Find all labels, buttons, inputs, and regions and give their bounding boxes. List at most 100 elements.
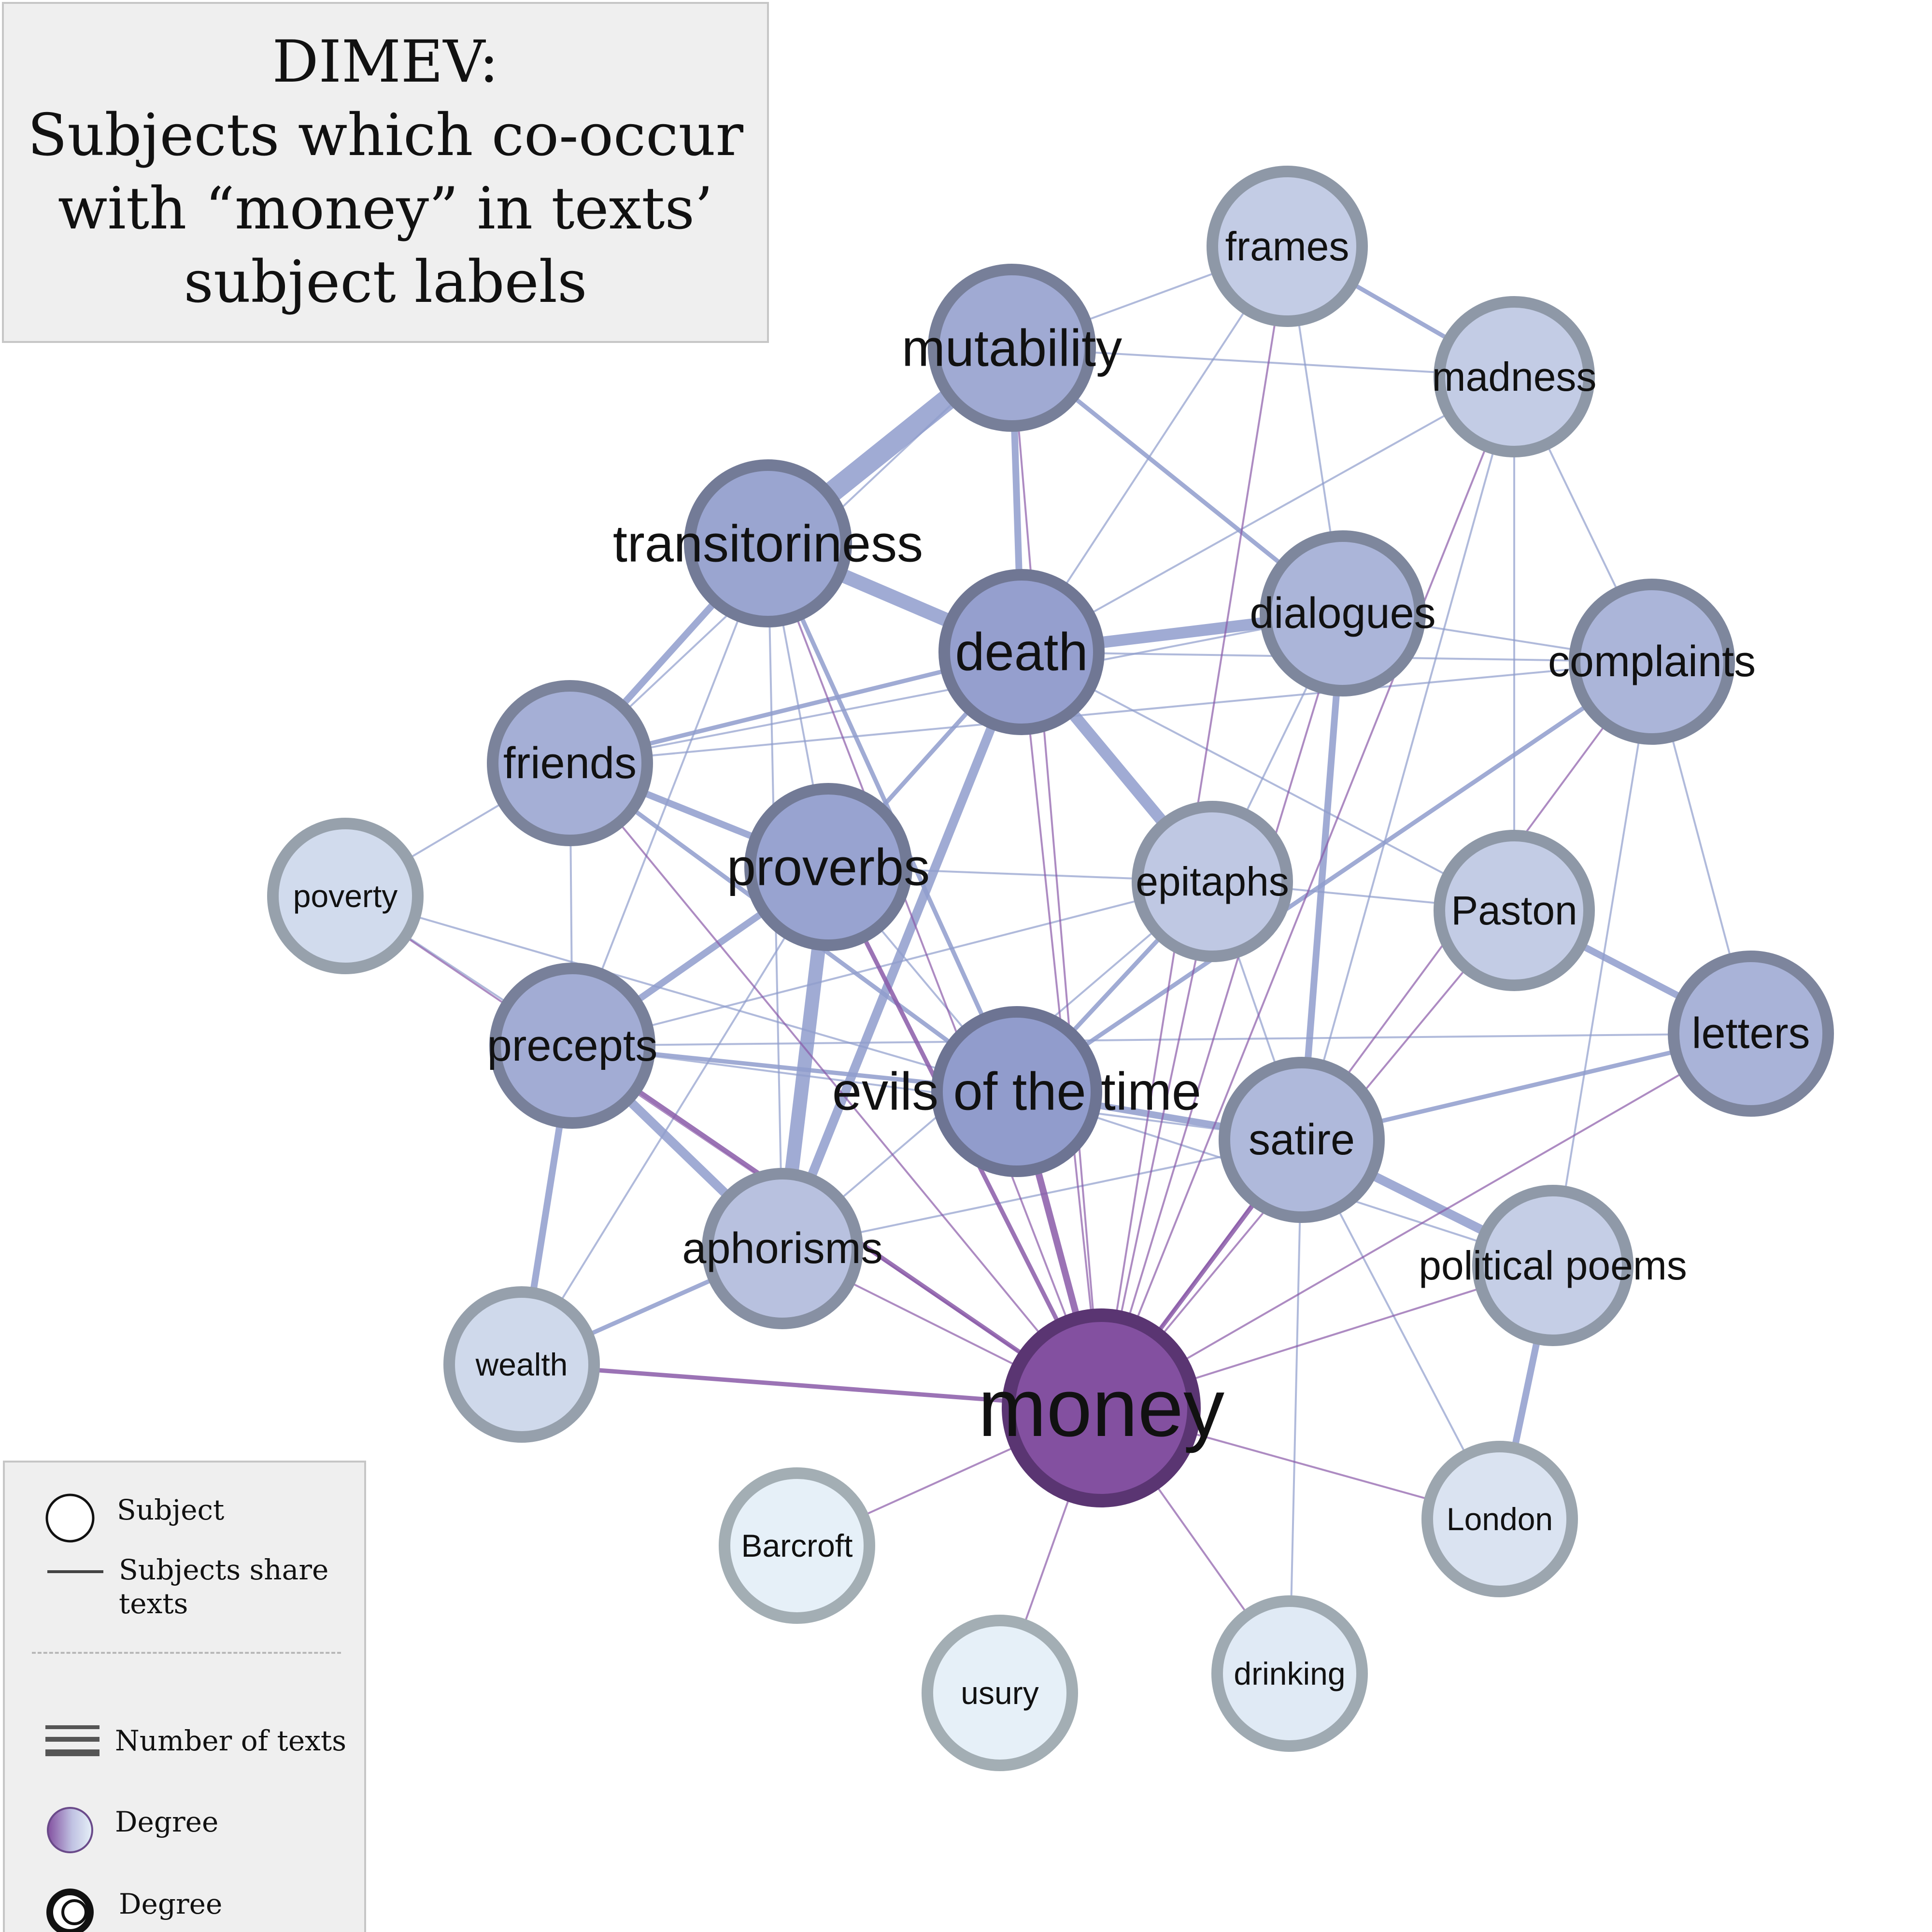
edge-money-dialogues <box>1100 613 1344 1408</box>
edge-line-icon <box>47 1570 103 1573</box>
legend-subject-label: Subject <box>117 1493 225 1526</box>
edge-dialogues-satire <box>1298 613 1346 1140</box>
node-circle-mutability[interactable] <box>928 264 1096 432</box>
node-money[interactable]: money <box>978 1308 1224 1507</box>
node-evils[interactable]: evils of the time <box>832 1006 1201 1177</box>
node-circle-satire[interactable] <box>1219 1057 1385 1223</box>
node-circle-barcroft[interactable] <box>719 1467 875 1624</box>
node-circle-epitaphs[interactable] <box>1132 801 1293 962</box>
node-label-transitoriness: transitoriness <box>613 514 923 573</box>
legend-edges-label-line1: Subjects share <box>119 1553 329 1586</box>
node-circle-complaints[interactable] <box>1569 579 1735 745</box>
edge-money-transitoriness <box>767 543 1102 1408</box>
node-complaints[interactable]: complaints <box>1548 579 1756 745</box>
node-letters[interactable]: letters <box>1668 951 1834 1117</box>
legend: Subject Subjects share texts Number of t… <box>3 1461 366 1932</box>
node-aphorisms[interactable]: aphorisms <box>682 1168 883 1329</box>
legend-degree-color-label: Degree <box>115 1805 219 1838</box>
node-london[interactable]: London <box>1421 1441 1578 1597</box>
node-label-proverbs: proverbs <box>727 838 930 896</box>
node-epitaphs[interactable]: epitaphs <box>1132 801 1293 962</box>
edge-madness-satire <box>1301 376 1515 1140</box>
edge-money-letters <box>1101 1033 1751 1409</box>
node-satire[interactable]: satire <box>1219 1057 1385 1223</box>
edge-money-madness <box>1100 376 1515 1408</box>
node-frames[interactable]: frames <box>1207 166 1368 327</box>
edge-money-mutability <box>1011 347 1102 1408</box>
node-label-usury: usury <box>961 1675 1038 1711</box>
node-death[interactable]: death <box>938 569 1105 735</box>
node-label-madness: madness <box>1432 354 1597 399</box>
node-mutability[interactable]: mutability <box>902 264 1122 432</box>
node-label-dialogues: dialogues <box>1250 589 1435 638</box>
node-proverbs[interactable]: proverbs <box>727 783 930 951</box>
node-circle-proverbs[interactable] <box>744 783 912 951</box>
node-circle-dialogues[interactable] <box>1260 530 1426 696</box>
node-layer: money evils of the time death proverbs trans… <box>267 166 1834 1771</box>
title-line: Subjects which co-occur <box>27 102 743 169</box>
node-label-epitaphs: epitaphs <box>1136 859 1289 904</box>
edge-satire-drinking <box>1289 1139 1303 1674</box>
node-circle-evils[interactable] <box>931 1006 1102 1177</box>
node-circle-transitoriness[interactable] <box>684 459 852 627</box>
node-label-frames: frames <box>1225 224 1350 269</box>
edge-width-icon <box>45 1725 99 1756</box>
edge-complaints-political <box>1552 661 1653 1266</box>
node-circle-precepts[interactable] <box>489 963 655 1129</box>
edge-madness-death <box>1021 376 1515 653</box>
node-circle-madness[interactable] <box>1434 296 1595 457</box>
node-circle-poverty[interactable] <box>267 818 424 974</box>
node-wealth[interactable]: wealth <box>443 1286 600 1443</box>
node-label-poverty: poverty <box>293 878 398 914</box>
node-drinking[interactable]: drinking <box>1211 1595 1368 1752</box>
node-label-letters: letters <box>1691 1009 1810 1058</box>
edge-money-friends <box>569 762 1102 1409</box>
node-circle-frames[interactable] <box>1207 166 1368 327</box>
node-circle-letters[interactable] <box>1668 951 1834 1117</box>
node-label-precepts: precepts <box>487 1021 658 1070</box>
node-label-wealth: wealth <box>475 1347 568 1382</box>
node-transitoriness[interactable]: transitoriness <box>613 459 923 627</box>
node-circle-friends[interactable] <box>487 680 653 846</box>
node-label-drinking: drinking <box>1234 1656 1345 1691</box>
edge-transitoriness-precepts <box>571 543 769 1046</box>
edge-epitaphs-precepts <box>572 881 1213 1047</box>
node-label-aphorisms: aphorisms <box>682 1224 882 1273</box>
node-circle-wealth[interactable] <box>443 1286 600 1443</box>
legend-divider <box>32 1652 341 1654</box>
node-circle-london[interactable] <box>1421 1441 1578 1597</box>
node-political[interactable]: political poems <box>1419 1185 1687 1346</box>
edge-precepts-letters <box>572 1033 1751 1047</box>
edge-friends-complaints <box>569 661 1652 764</box>
node-circle-usury[interactable] <box>922 1615 1078 1771</box>
degree-color-icon <box>47 1807 93 1853</box>
node-circle-political[interactable] <box>1472 1185 1634 1346</box>
node-barcroft[interactable]: Barcroft <box>719 1467 875 1624</box>
edge-poverty-evils <box>345 895 1017 1093</box>
node-friends[interactable]: friends <box>487 680 653 846</box>
node-circle-paston[interactable] <box>1434 830 1595 991</box>
node-circle-money[interactable] <box>1002 1308 1201 1507</box>
subject-circle-icon <box>45 1493 95 1543</box>
node-circle-aphorisms[interactable] <box>702 1168 863 1329</box>
node-label-paston: Paston <box>1451 888 1577 933</box>
node-label-death: death <box>955 623 1088 682</box>
title-line: subject labels <box>184 249 587 316</box>
title-line: with “money” in texts’ <box>57 175 713 242</box>
edge-complaints-evils <box>1015 660 1653 1094</box>
title-line: DIMEV: <box>272 28 499 96</box>
node-paston[interactable]: Paston <box>1434 830 1595 991</box>
node-label-mutability: mutability <box>902 319 1122 377</box>
node-usury[interactable]: usury <box>922 1615 1078 1771</box>
legend-edges-label-line2: texts <box>119 1587 188 1620</box>
node-madness[interactable]: madness <box>1432 296 1597 457</box>
node-poverty[interactable]: poverty <box>267 818 424 974</box>
title-box: DIMEV: Subjects which co-occur with “mon… <box>2 2 769 343</box>
node-dialogues[interactable]: dialogues <box>1250 530 1436 696</box>
node-precepts[interactable]: precepts <box>487 963 658 1129</box>
node-circle-death[interactable] <box>938 569 1105 735</box>
edge-money-poverty <box>344 895 1102 1409</box>
node-circle-drinking[interactable] <box>1211 1595 1368 1752</box>
